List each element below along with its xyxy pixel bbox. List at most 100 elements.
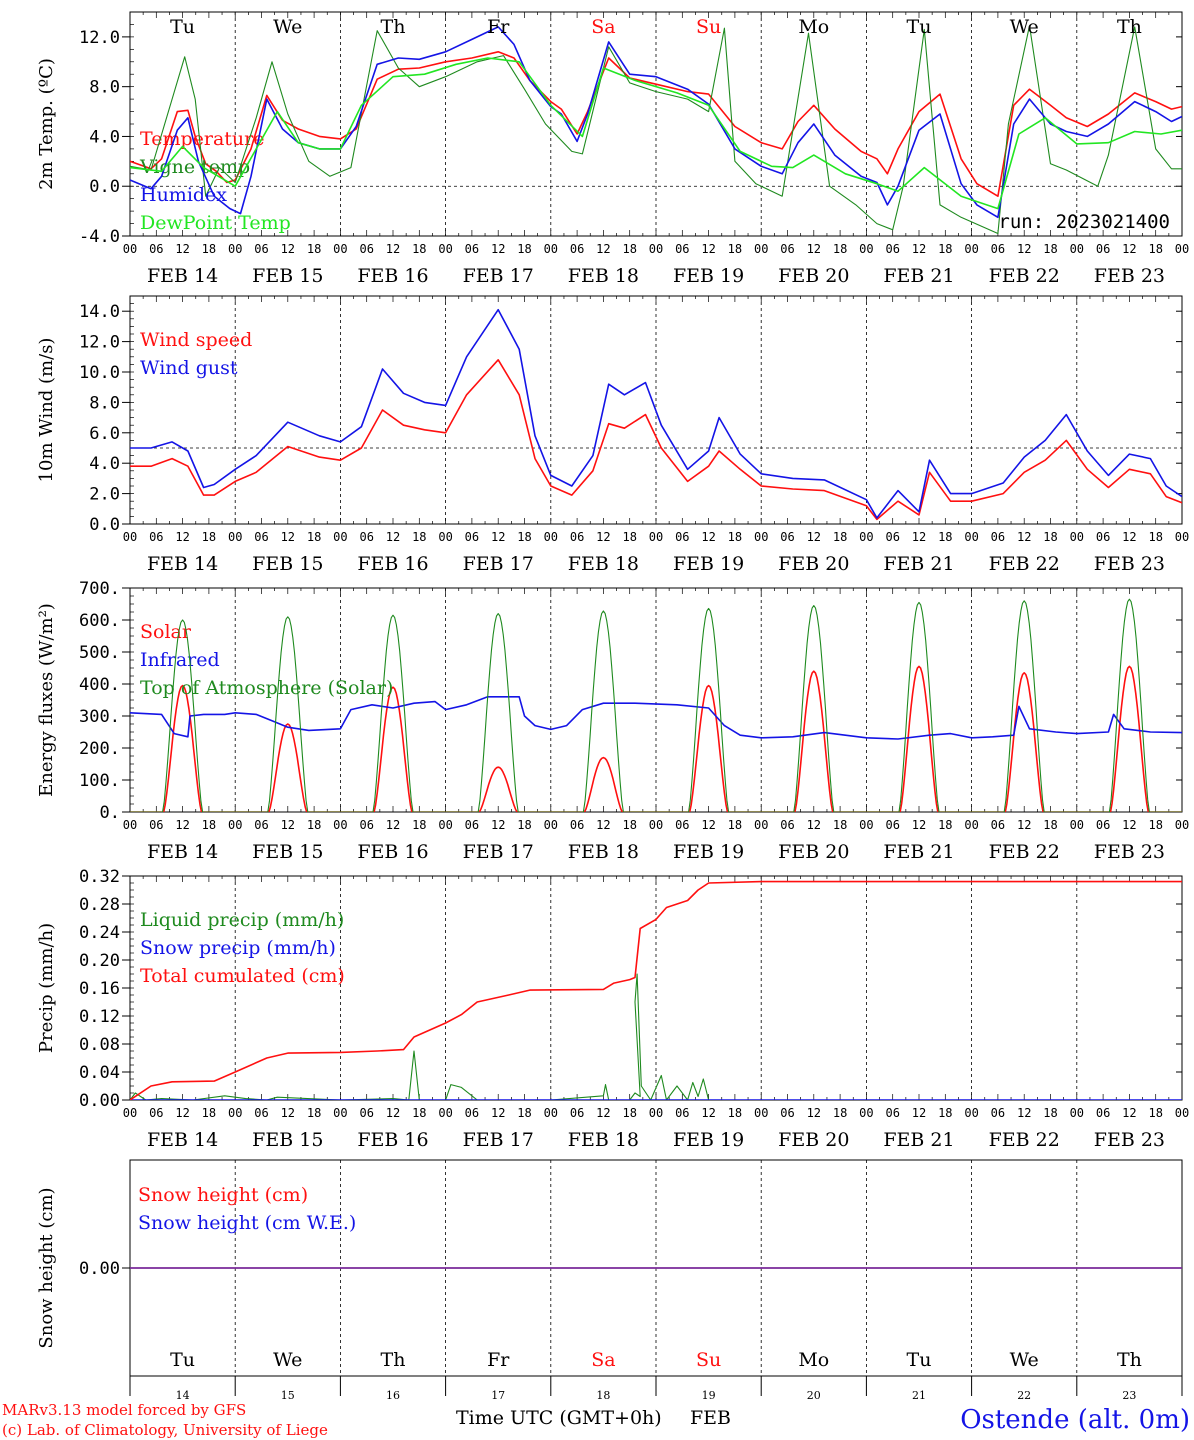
hour-tick-label: 12 — [596, 818, 610, 832]
hour-tick-label: 00 — [228, 242, 242, 256]
y-tick-label: 0.0 — [89, 177, 120, 197]
date-label: FEB 20 — [778, 265, 849, 287]
date-label: FEB 20 — [778, 553, 849, 575]
y-tick-label: 400. — [79, 675, 120, 695]
hour-tick-label: 06 — [780, 818, 794, 832]
y-tick-label: 0.16 — [79, 979, 120, 999]
hour-tick-label: 12 — [807, 242, 821, 256]
day-number-label: 15 — [281, 1389, 295, 1402]
weekday-label: Th — [381, 16, 406, 38]
hour-tick-label: 06 — [465, 818, 479, 832]
hour-tick-label: 06 — [1096, 242, 1110, 256]
hour-tick-label: 06 — [254, 530, 268, 544]
weekday-label: Mo — [798, 16, 829, 38]
hour-tick-label: 12 — [491, 530, 505, 544]
hour-tick-label: 00 — [1070, 530, 1084, 544]
hour-tick-label: 06 — [359, 242, 373, 256]
hour-tick-label: 18 — [307, 530, 321, 544]
day-number-label: 23 — [1122, 1389, 1136, 1402]
hour-tick-label: 18 — [1043, 530, 1057, 544]
weekday-label: We — [273, 16, 302, 38]
hour-tick-label: 00 — [544, 530, 558, 544]
panel-wind: 00 06 12 18 FEB 14 00 06 12 18 FEB 15 00 06 12 18 FEB … — [36, 295, 1189, 575]
series-line-liquid-precip-mm-h- — [130, 973, 1182, 1100]
hour-tick-label: 00 — [1175, 530, 1189, 544]
hour-tick-label: 00 — [333, 1106, 347, 1120]
weekday-label: We — [1010, 1349, 1039, 1371]
hour-tick-label: 00 — [649, 818, 663, 832]
hour-tick-label: 18 — [728, 242, 742, 256]
hour-tick-label: 00 — [859, 242, 873, 256]
hour-tick-label: 12 — [1017, 530, 1031, 544]
hour-tick-label: 18 — [833, 242, 847, 256]
hour-tick-label: 12 — [175, 818, 189, 832]
hour-tick-label: 18 — [412, 818, 426, 832]
hour-tick-label: 06 — [149, 818, 163, 832]
hour-tick-label: 00 — [859, 1106, 873, 1120]
hour-tick-label: 06 — [1096, 530, 1110, 544]
hour-tick-label: 00 — [544, 242, 558, 256]
date-label: FEB 18 — [568, 553, 639, 575]
date-label: FEB 16 — [357, 265, 428, 287]
hour-tick-label: 06 — [885, 1106, 899, 1120]
legend-entry: Top of Atmosphere (Solar) — [140, 677, 393, 699]
y-tick-label: 8.0 — [89, 393, 120, 413]
hour-tick-label: 00 — [333, 818, 347, 832]
y-tick-label: 0.24 — [79, 923, 120, 943]
weekday-label: Su — [696, 1349, 721, 1371]
hour-tick-label: 06 — [780, 242, 794, 256]
hour-tick-label: 00 — [438, 818, 452, 832]
hour-tick-label: 00 — [964, 242, 978, 256]
y-tick-label: 300. — [79, 707, 120, 727]
y-tick-label: 100. — [79, 771, 120, 791]
hour-tick-label: 18 — [412, 530, 426, 544]
y-axis-label: Energy fluxes (W/m²) — [36, 603, 57, 797]
hour-tick-label: 00 — [438, 242, 452, 256]
y-axis-label: Precip (mm/h) — [36, 923, 57, 1053]
date-label: FEB 16 — [357, 1129, 428, 1151]
weekday-label: Tu — [170, 1349, 195, 1371]
date-label: FEB 23 — [1094, 553, 1165, 575]
hour-tick-label: 12 — [912, 242, 926, 256]
weekday-label: Fr — [487, 16, 510, 38]
hour-tick-label: 18 — [728, 530, 742, 544]
weekday-label: Th — [381, 1349, 406, 1371]
hour-tick-label: 12 — [281, 242, 295, 256]
hour-tick-label: 00 — [123, 242, 137, 256]
weekday-label: Mo — [798, 1349, 829, 1371]
y-tick-label: 2.0 — [89, 485, 120, 505]
date-label: FEB 14 — [147, 1129, 218, 1151]
hour-tick-label: 12 — [491, 818, 505, 832]
hour-tick-label: 00 — [649, 242, 663, 256]
hour-tick-label: 18 — [202, 242, 216, 256]
hour-tick-label: 18 — [728, 818, 742, 832]
hour-tick-label: 06 — [359, 1106, 373, 1120]
hour-tick-label: 06 — [254, 242, 268, 256]
hour-tick-label: 18 — [517, 1106, 531, 1120]
hour-tick-label: 00 — [333, 530, 347, 544]
hour-tick-label: 06 — [570, 818, 584, 832]
hour-tick-label: 00 — [754, 530, 768, 544]
legend-entry: Wind gust — [140, 357, 238, 379]
day-number-label: 20 — [807, 1389, 821, 1402]
hour-tick-label: 12 — [175, 242, 189, 256]
hour-tick-label: 12 — [281, 530, 295, 544]
hour-tick-label: 06 — [465, 530, 479, 544]
y-tick-label: 14.0 — [79, 302, 120, 322]
hour-tick-label: 12 — [912, 1106, 926, 1120]
hour-tick-label: 12 — [596, 1106, 610, 1120]
hour-tick-label: 00 — [438, 530, 452, 544]
weekday-label: We — [273, 1349, 302, 1371]
panel-snow: 14 15 16 17 18 19 20 21 22 23 0.00 Snow height (cm)… — [36, 1159, 1183, 1402]
weekday-label: Su — [696, 16, 721, 38]
series-line-wind-speed — [130, 359, 1182, 521]
hour-tick-label: 12 — [1122, 530, 1136, 544]
hour-tick-label: 06 — [675, 1106, 689, 1120]
hour-tick-label: 12 — [596, 242, 610, 256]
hour-tick-label: 00 — [1070, 818, 1084, 832]
legend-entry: Solar — [140, 621, 192, 643]
y-axis-label: 10m Wind (m/s) — [36, 338, 57, 483]
series-line-top-of-atmosphere-solar- — [130, 598, 1182, 812]
hour-tick-label: 12 — [281, 818, 295, 832]
